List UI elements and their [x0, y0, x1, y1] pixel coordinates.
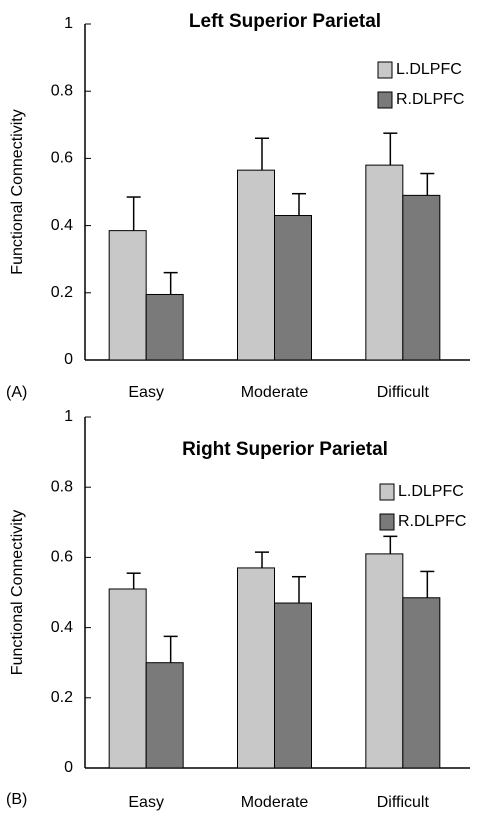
legend-label: R.DLPFC — [396, 91, 464, 108]
y-tick-label: 1 — [64, 408, 73, 425]
legend-label: L.DLPFC — [398, 483, 464, 500]
bar — [145, 293, 184, 361]
bar — [402, 597, 441, 769]
legend-swatch — [379, 513, 395, 531]
y-tick-label: 1 — [64, 15, 73, 32]
x-tick-label: Easy — [128, 384, 164, 401]
y-tick-label: 0.2 — [51, 284, 73, 301]
chart-title: Left Superior Parietal — [189, 11, 381, 32]
legend-swatch — [377, 61, 393, 79]
bar — [237, 169, 275, 361]
x-tick-label: Difficult — [377, 384, 430, 401]
y-tick-label: 0.6 — [51, 549, 73, 566]
x-tick-label: Difficult — [377, 794, 430, 811]
panel-label: (A) — [6, 384, 27, 401]
bar — [402, 194, 441, 361]
y-tick-label: 0.2 — [51, 689, 73, 706]
x-tick-label: Moderate — [241, 384, 309, 401]
y-tick-label: 0.8 — [51, 478, 73, 495]
y-tick-label: 0.8 — [51, 82, 73, 99]
bar — [365, 164, 404, 361]
bar — [365, 553, 404, 769]
chart-title: Right Superior Parietal — [182, 439, 388, 460]
x-tick-label: Easy — [128, 794, 164, 811]
x-tick-label: Moderate — [241, 794, 309, 811]
bar — [108, 588, 147, 769]
panel-label: (B) — [6, 791, 27, 808]
y-tick-label: 0.4 — [51, 217, 73, 234]
y-tick-label: 0 — [64, 351, 73, 368]
bar — [237, 567, 275, 769]
legend-label: L.DLPFC — [396, 61, 462, 78]
bar — [274, 215, 312, 361]
bar — [274, 602, 312, 769]
bar — [145, 662, 184, 769]
legend-swatch — [377, 91, 393, 109]
y-tick-label: 0.4 — [51, 619, 73, 636]
legend-label: R.DLPFC — [398, 513, 466, 530]
y-tick-label: 0 — [64, 759, 73, 776]
y-axis-label: Functional Connectivity — [9, 510, 26, 675]
y-tick-label: 0.6 — [51, 150, 73, 167]
y-axis-label: Functional Connectivity — [9, 109, 26, 274]
bar — [108, 230, 147, 361]
legend-swatch — [379, 483, 395, 501]
